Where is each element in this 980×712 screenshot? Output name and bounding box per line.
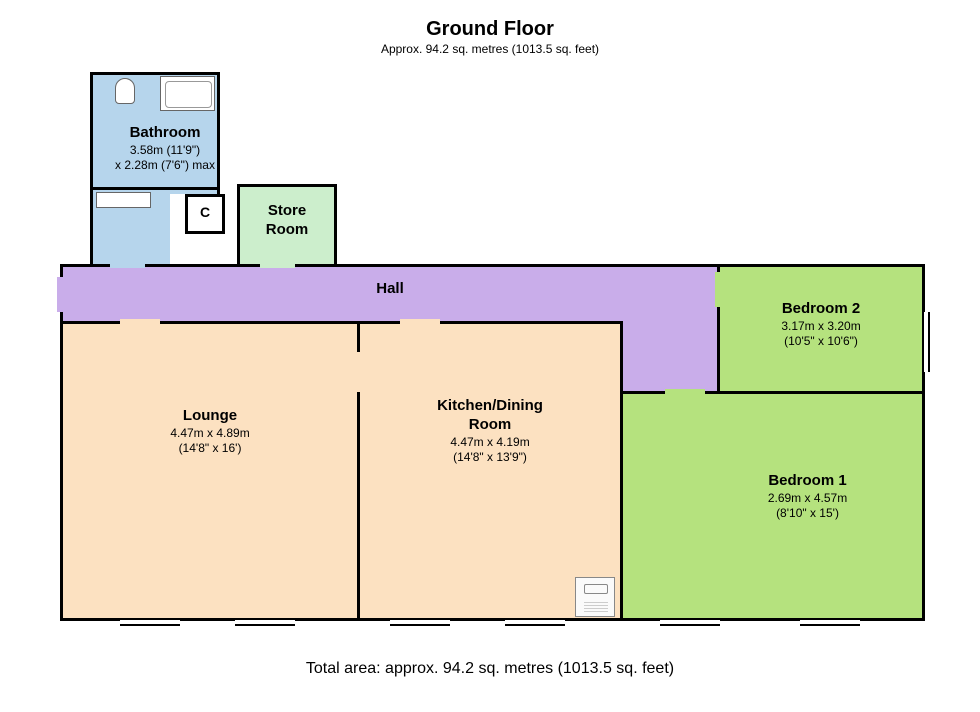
bathroom-divider (93, 187, 217, 190)
closet-c (185, 194, 225, 234)
plan-title: Ground Floor (0, 18, 980, 41)
door-bath-hall (110, 262, 145, 268)
basin-icon (96, 192, 151, 208)
room-bedroom2 (717, 264, 925, 394)
window-icon (235, 618, 295, 626)
door-store-hall (260, 262, 295, 268)
window-icon (922, 312, 930, 372)
room-store (237, 184, 337, 267)
hall-extension (620, 279, 720, 394)
toilet-icon (115, 78, 135, 104)
door-kitchen-hall (400, 319, 440, 325)
bath-icon (160, 76, 215, 111)
door-bed1-hall (665, 389, 705, 395)
door-bed2-hall (715, 272, 721, 307)
sink-icon (575, 577, 615, 617)
door-lounge-kitchen (355, 352, 361, 392)
window-icon (800, 618, 860, 626)
room-bedroom1 (620, 391, 925, 621)
window-icon (660, 618, 720, 626)
room-lounge (60, 321, 360, 621)
window-icon (120, 618, 180, 626)
floorplan: Bathroom 3.58m (11'9") x 2.28m (7'6") ma… (60, 72, 930, 637)
door-lounge-hall (120, 319, 160, 325)
door-hall-exterior (57, 277, 63, 312)
room-kitchen (357, 321, 623, 621)
plan-subtitle: Approx. 94.2 sq. metres (1013.5 sq. feet… (0, 42, 980, 56)
window-icon (390, 618, 450, 626)
plan-footer: Total area: approx. 94.2 sq. metres (101… (0, 660, 980, 678)
window-icon (505, 618, 565, 626)
